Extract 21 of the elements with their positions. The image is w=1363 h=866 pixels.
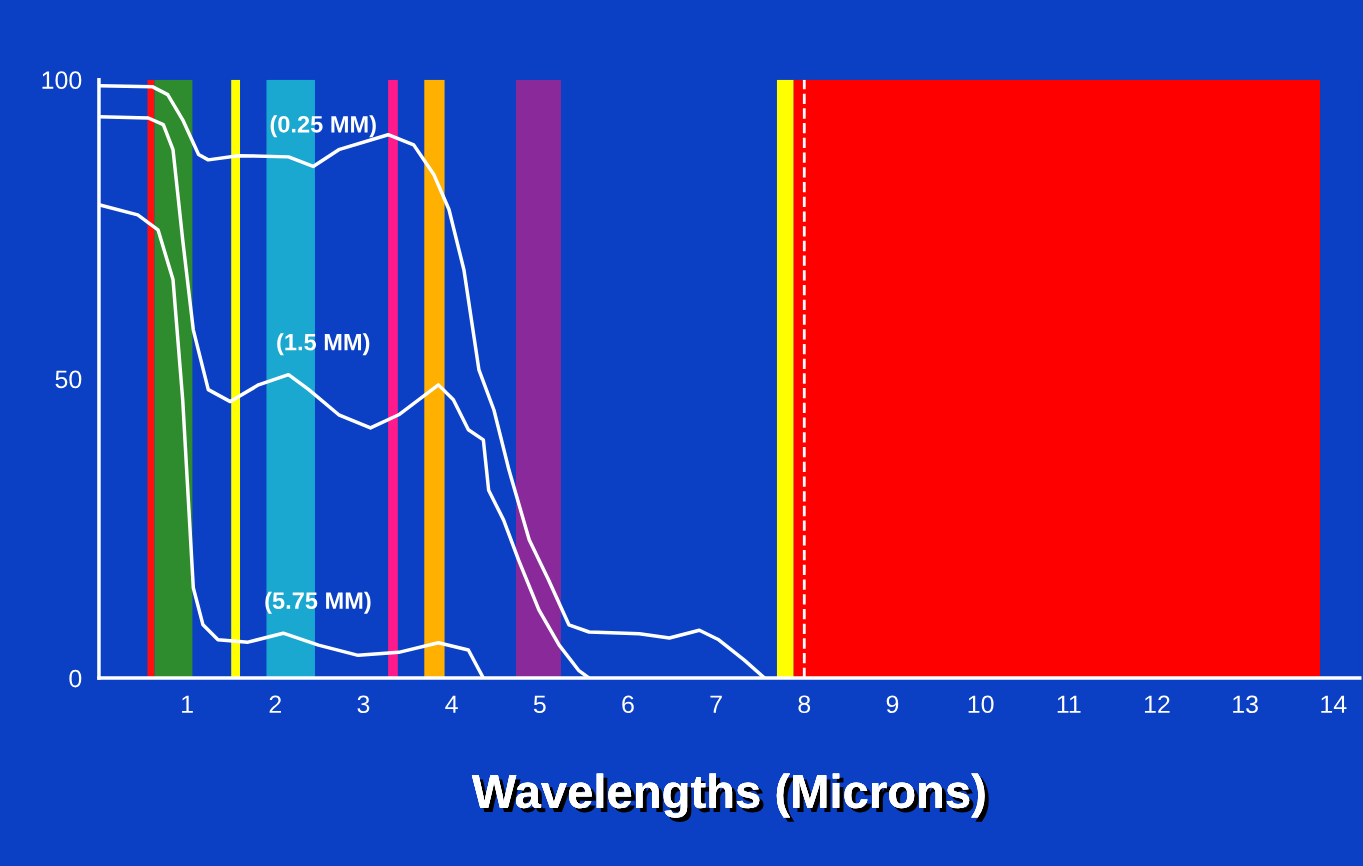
series-label: (5.75 MM) <box>265 591 371 614</box>
x-tick-label: 2 <box>269 695 281 713</box>
y-tick-label: 50 <box>55 370 82 389</box>
x-tick-label: 11 <box>1057 695 1081 713</box>
x-tick-label: 7 <box>710 695 722 713</box>
x-tick-label: 13 <box>1233 695 1258 714</box>
x-tick-label: 3 <box>357 695 370 714</box>
series-label: (1.5 MM) <box>277 333 370 356</box>
series-label: (0.25 MM) <box>270 115 376 138</box>
x-tick-label: 4 <box>445 695 458 713</box>
y-tick-label: 100 <box>42 71 82 89</box>
x-tick-label: 10 <box>968 695 994 714</box>
x-tick-label: 6 <box>622 695 634 714</box>
y-tick-label: 0 <box>69 669 82 688</box>
x-tick-label: 8 <box>798 695 811 714</box>
x-tick-label: 5 <box>533 695 546 714</box>
x-tick-label: 12 <box>1144 695 1170 713</box>
x-axis-title: Wavelengths (Microns) <box>471 773 989 822</box>
x-tick-label: 14 <box>1321 695 1347 713</box>
x-tick-label: 1 <box>182 695 193 713</box>
x-tick-label: 9 <box>886 695 899 714</box>
